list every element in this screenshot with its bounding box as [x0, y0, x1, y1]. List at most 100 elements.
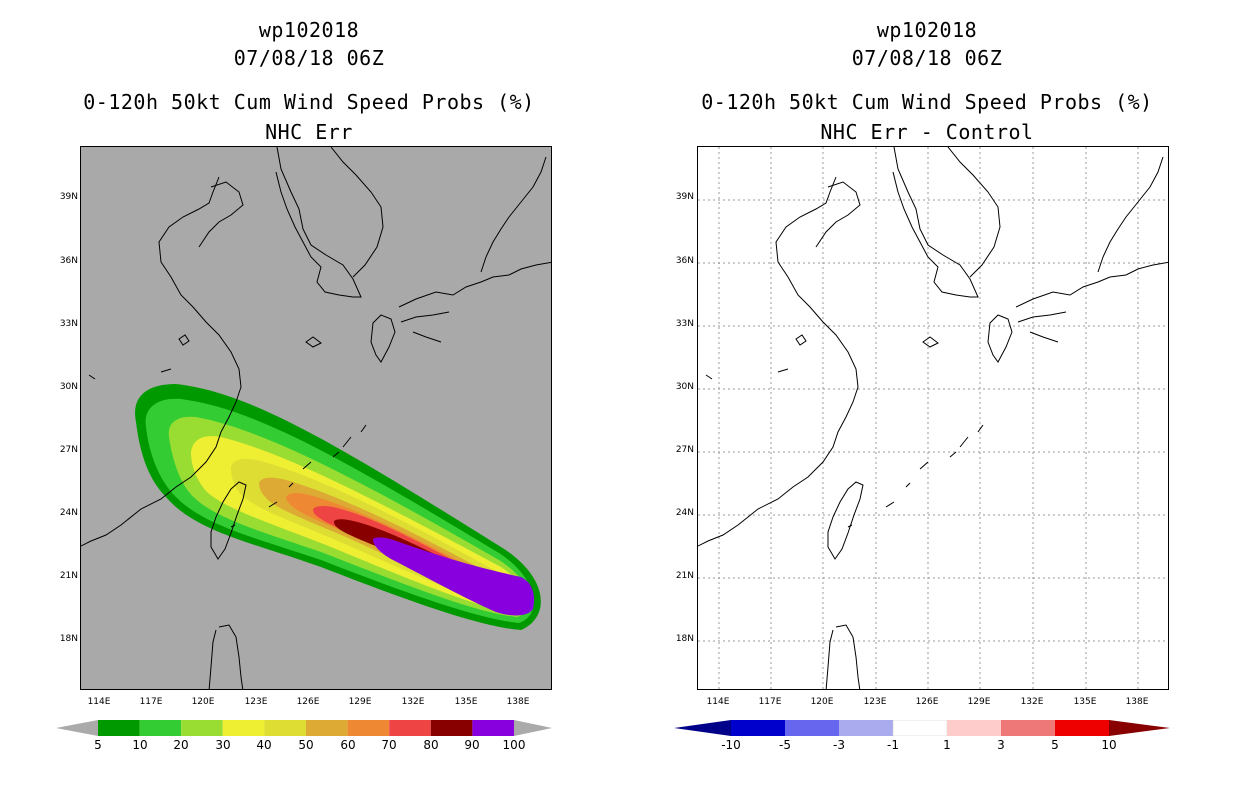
lat-label: 33N [675, 319, 694, 329]
colorbar-label: -1 [887, 738, 899, 752]
lon-label: 117E [758, 697, 782, 707]
colorbar-swatch [1055, 720, 1109, 736]
lon-label: 135E [1073, 697, 1097, 707]
lon-label: 120E [191, 697, 215, 707]
colorbar-label: 60 [340, 738, 356, 752]
lon-label: 138E [1125, 697, 1149, 707]
lon-label: 135E [454, 697, 478, 707]
colorbar-label: -5 [779, 738, 791, 752]
colorbar-swatch [347, 720, 390, 736]
colorbar-swatch [892, 720, 948, 736]
colorbar-swatch [181, 720, 223, 736]
lat-label: 39N [59, 192, 78, 202]
korea-east [947, 147, 1001, 278]
lat-label: 27N [59, 445, 78, 455]
lat-label: 18N [59, 634, 78, 644]
colorbar-label: 20 [173, 738, 189, 752]
forecast-date: 07/08/18 06Z [233, 46, 385, 70]
product-title: 0-120h 50kt Cum Wind Speed Probs (%) [701, 90, 1153, 114]
lon-label: 129E [348, 697, 372, 707]
china-coast [698, 176, 859, 547]
colorbar-label: 1 [943, 738, 951, 752]
colorbar-label: 3 [997, 738, 1005, 752]
colorbar-label: 40 [256, 738, 272, 752]
colorbar-swatch [306, 720, 348, 736]
colorbar-swatch [139, 720, 182, 736]
japan-honshu-shikoku [1015, 261, 1168, 343]
colorbar-label: -10 [721, 738, 741, 752]
pacific-islands [88, 334, 322, 528]
korea-east [330, 147, 384, 278]
lat-label: 30N [675, 382, 694, 392]
colorbar-swatch [264, 720, 306, 736]
difference-map [697, 146, 1169, 690]
lon-label: 132E [1020, 697, 1044, 707]
colorbar-left-arrow [674, 720, 731, 736]
probability-map [80, 146, 552, 690]
probability-colorbar [56, 720, 552, 736]
japan-honshu-shikoku [398, 261, 551, 343]
ryukyu-islands [885, 424, 984, 508]
korea-peninsula [275, 147, 362, 298]
storm-id: wp102018 [876, 18, 978, 42]
lat-label: 18N [675, 634, 694, 644]
colorbar-swatch [1001, 720, 1055, 736]
lon-label: 138E [506, 697, 530, 707]
japan-north [480, 156, 547, 273]
ryukyu-islands [268, 424, 367, 508]
lon-label: 132E [401, 697, 425, 707]
luzon [825, 624, 861, 689]
colorbar-label: 80 [423, 738, 439, 752]
lat-label: 24N [675, 508, 694, 518]
lat-label: 30N [59, 382, 78, 392]
colorbar-swatch [947, 720, 1001, 736]
colorbar-label: 50 [298, 738, 314, 752]
lat-label: 39N [675, 192, 694, 202]
colorbar-swatch [785, 720, 839, 736]
colorbar-label: 10 [1101, 738, 1117, 752]
lon-label: 114E [87, 697, 111, 707]
coastlines [81, 147, 551, 689]
colorbar-swatch [430, 720, 473, 736]
colorbar-swatch [472, 720, 514, 736]
colorbar-label: 30 [215, 738, 231, 752]
taiwan [210, 481, 247, 560]
swath-band-90 [373, 537, 535, 616]
left-panel: wp102018 07/08/18 06Z 0-120h 50kt Cum Wi… [56, 18, 552, 752]
variant-title: NHC Err [265, 120, 353, 144]
lon-label: 117E [139, 697, 163, 707]
colorbar-swatch [731, 720, 785, 736]
pacific-islands [705, 334, 939, 528]
colorbar-swatch [389, 720, 431, 736]
lon-label: 126E [296, 697, 320, 707]
lat-label: 21N [59, 571, 78, 581]
gridlines [698, 147, 1168, 689]
probability-swath [135, 384, 541, 630]
lat-label: 21N [675, 571, 694, 581]
colorbar-right-arrow [1109, 720, 1170, 736]
lat-label: 33N [59, 319, 78, 329]
lon-label: 126E [915, 697, 939, 707]
colorbar-swatch [839, 720, 893, 736]
korea-peninsula [892, 147, 979, 298]
colorbar-label: 5 [94, 738, 102, 752]
lat-label: 36N [675, 256, 694, 266]
lat-label: 24N [59, 508, 78, 518]
lon-label: 123E [244, 697, 268, 707]
colorbar-swatch [98, 720, 140, 736]
colorbar-swatch [222, 720, 265, 736]
lat-label: 27N [675, 445, 694, 455]
right-panel: wp102018 07/08/18 06Z 0-120h 50kt Cum Wi… [618, 0, 1236, 800]
variant-title: NHC Err - Control [820, 120, 1034, 144]
colorbar-label: 10 [132, 738, 148, 752]
japan-kyushu [370, 314, 396, 363]
bohai-coast [198, 181, 244, 248]
luzon [208, 624, 244, 689]
colorbar-label: -3 [833, 738, 845, 752]
lon-label: 114E [706, 697, 730, 707]
lon-label: 123E [863, 697, 887, 707]
lat-label: 36N [59, 256, 78, 266]
colorbar-label: 90 [464, 738, 480, 752]
forecast-date: 07/08/18 06Z [851, 46, 1003, 70]
lon-label: 120E [810, 697, 834, 707]
